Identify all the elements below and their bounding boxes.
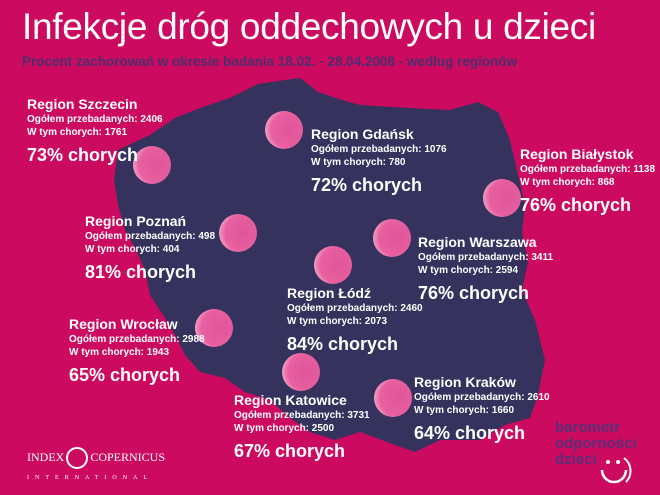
region-warszawa: Region Warszawa Ogółem przebadanych: 341… [418, 234, 553, 307]
region-name: Region Łódź [287, 285, 371, 301]
region-percent: 72% chorych [311, 175, 423, 195]
barometr-logo: barometr odporności dzieci [555, 420, 637, 468]
region-total: Ogółem przebadanych: 3731 [234, 410, 370, 421]
region-marker-3 [483, 179, 521, 217]
region-sick: W tym chorych: 868 [520, 177, 615, 188]
barometr-line: barometr [555, 419, 621, 436]
region-krakow: Region Kraków Ogółem przebadanych: 2610 … [414, 374, 550, 447]
region-marker-1 [133, 146, 171, 184]
region-sick: W tym chorych: 2594 [418, 265, 519, 276]
region-percent: 81% chorych [85, 262, 197, 282]
region-marker-6 [314, 246, 352, 284]
region-percent: 65% chorych [69, 365, 181, 385]
region-bialystok: Region Białystok Ogółem przebadanych: 11… [520, 146, 655, 219]
region-marker-2 [265, 111, 303, 149]
region-percent: 76% chorych [418, 283, 530, 303]
region-name: Region Katowice [234, 392, 347, 408]
region-name: Region Poznań [85, 213, 187, 229]
region-poznan: Region Poznań Ogółem przebadanych: 498 W… [85, 213, 215, 286]
region-name: Region Wrocław [69, 316, 178, 332]
page-subtitle: Procent zachorowań w okresie badania 18.… [22, 54, 518, 69]
region-name: Region Szczecin [27, 96, 138, 112]
logo-text-right: COPERNICUS [90, 449, 166, 464]
region-total: Ogółem przebadanych: 1138 [520, 164, 656, 175]
region-total: Ogółem przebadanych: 1076 [311, 144, 447, 155]
copernicus-emblem-icon [66, 447, 89, 469]
region-name: Region Kraków [414, 374, 516, 390]
region-total: Ogółem przebadanych: 2406 [27, 114, 163, 125]
region-marker-9 [374, 379, 412, 417]
region-marker-5 [373, 219, 411, 257]
region-total: Ogółem przebadanych: 498 [85, 231, 216, 242]
region-name: Region Warszawa [418, 234, 537, 250]
region-marker-8 [282, 353, 320, 391]
smiley-icon [600, 457, 632, 484]
region-percent: 76% chorych [520, 195, 632, 215]
region-katowice: Region Katowice Ogółem przebadanych: 373… [234, 392, 370, 465]
region-szczecin: Region Szczecin Ogółem przebadanych: 240… [27, 96, 163, 169]
region-marker-7 [195, 309, 233, 347]
index-copernicus-logo: INDEX COPERNICUS INTERNATIONAL [27, 447, 165, 481]
region-marker-4 [219, 214, 257, 252]
region-wroclaw: Region Wrocław Ogółem przebadanych: 2988… [69, 316, 205, 389]
region-percent: 67% chorych [234, 441, 346, 461]
region-percent: 64% chorych [414, 423, 526, 443]
region-sick: W tym chorych: 2500 [234, 423, 335, 434]
region-sick: W tym chorych: 780 [311, 157, 406, 168]
region-name: Region Gdańsk [311, 126, 414, 142]
barometr-line: dzieci [555, 451, 597, 468]
region-total: Ogółem przebadanych: 2610 [414, 392, 550, 403]
region-sick: W tym chorych: 404 [85, 244, 180, 255]
barometr-line: odporności [555, 435, 637, 452]
region-gdansk: Region Gdańsk Ogółem przebadanych: 1076 … [311, 126, 447, 199]
logo-subtext: INTERNATIONAL [27, 475, 153, 481]
region-total: Ogółem przebadanych: 2460 [287, 303, 423, 314]
region-percent: 73% chorych [27, 145, 139, 165]
region-total: Ogółem przebadanych: 2988 [69, 334, 205, 345]
logo-text-left: INDEX [27, 449, 65, 464]
region-percent: 84% chorych [287, 334, 399, 354]
region-lodz: Region Łódź Ogółem przebadanych: 2460 W … [287, 285, 423, 358]
region-total: Ogółem przebadanych: 3411 [418, 252, 554, 263]
region-sick: W tym chorych: 1660 [414, 405, 515, 416]
region-sick: W tym chorych: 2073 [287, 316, 388, 327]
region-sick: W tym chorych: 1761 [27, 127, 128, 138]
region-sick: W tym chorych: 1943 [69, 347, 170, 358]
region-name: Region Białystok [520, 146, 634, 162]
page-title: Infekcje dróg oddechowych u dzieci [22, 6, 596, 47]
